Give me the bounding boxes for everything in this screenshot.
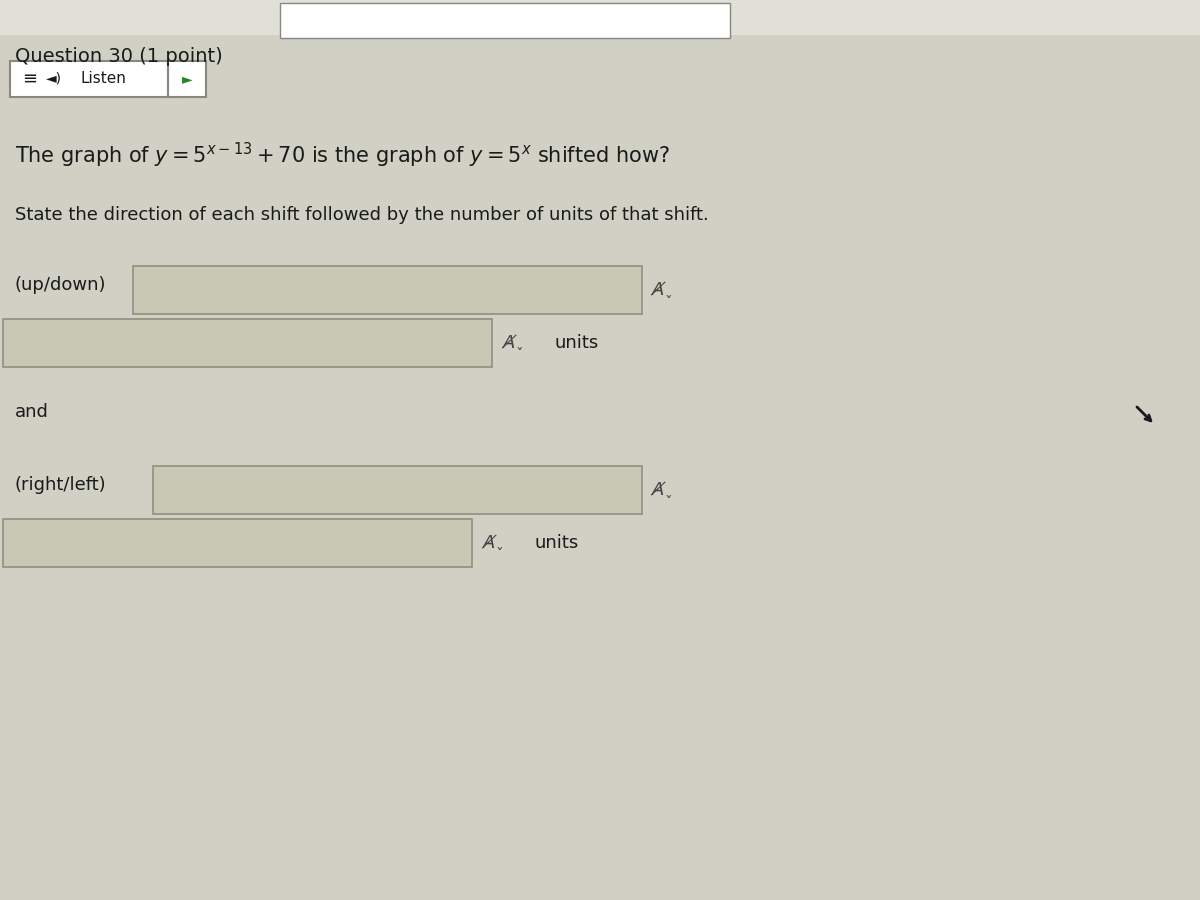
Text: State the direction of each shift followed by the number of units of that shift.: State the direction of each shift follow… [14,206,709,224]
FancyBboxPatch shape [133,266,642,314]
FancyBboxPatch shape [10,61,176,97]
Text: and: and [14,403,49,421]
Text: (up/down): (up/down) [14,276,107,294]
Text: (right/left): (right/left) [14,476,107,494]
Text: units: units [535,534,580,552]
Bar [0,0,1200,35]
FancyBboxPatch shape [154,466,642,514]
Text: A̸: A̸ [652,481,665,499]
FancyBboxPatch shape [168,61,206,97]
Text: ►: ► [181,72,192,86]
Text: ◄): ◄) [46,72,62,86]
Text: A̸: A̸ [482,534,496,552]
Text: ˇ: ˇ [665,295,673,310]
Text: The graph of $y = 5^{x-13} + 70$ is the graph of $y = 5^{x}$ shifted how?: The graph of $y = 5^{x-13} + 70$ is the … [14,140,670,169]
Text: ˇ: ˇ [496,548,504,563]
FancyBboxPatch shape [4,319,492,367]
Text: ˇ: ˇ [665,496,673,510]
Bar [280,3,730,38]
Text: units: units [554,334,599,352]
FancyBboxPatch shape [4,519,472,567]
Text: Listen: Listen [80,71,126,86]
Text: ˇ: ˇ [516,348,523,364]
Text: ≡: ≡ [22,70,37,88]
Text: A̸: A̸ [652,281,665,299]
Text: Question 30 (1 point): Question 30 (1 point) [14,47,223,66]
Text: A̸: A̸ [503,334,515,352]
